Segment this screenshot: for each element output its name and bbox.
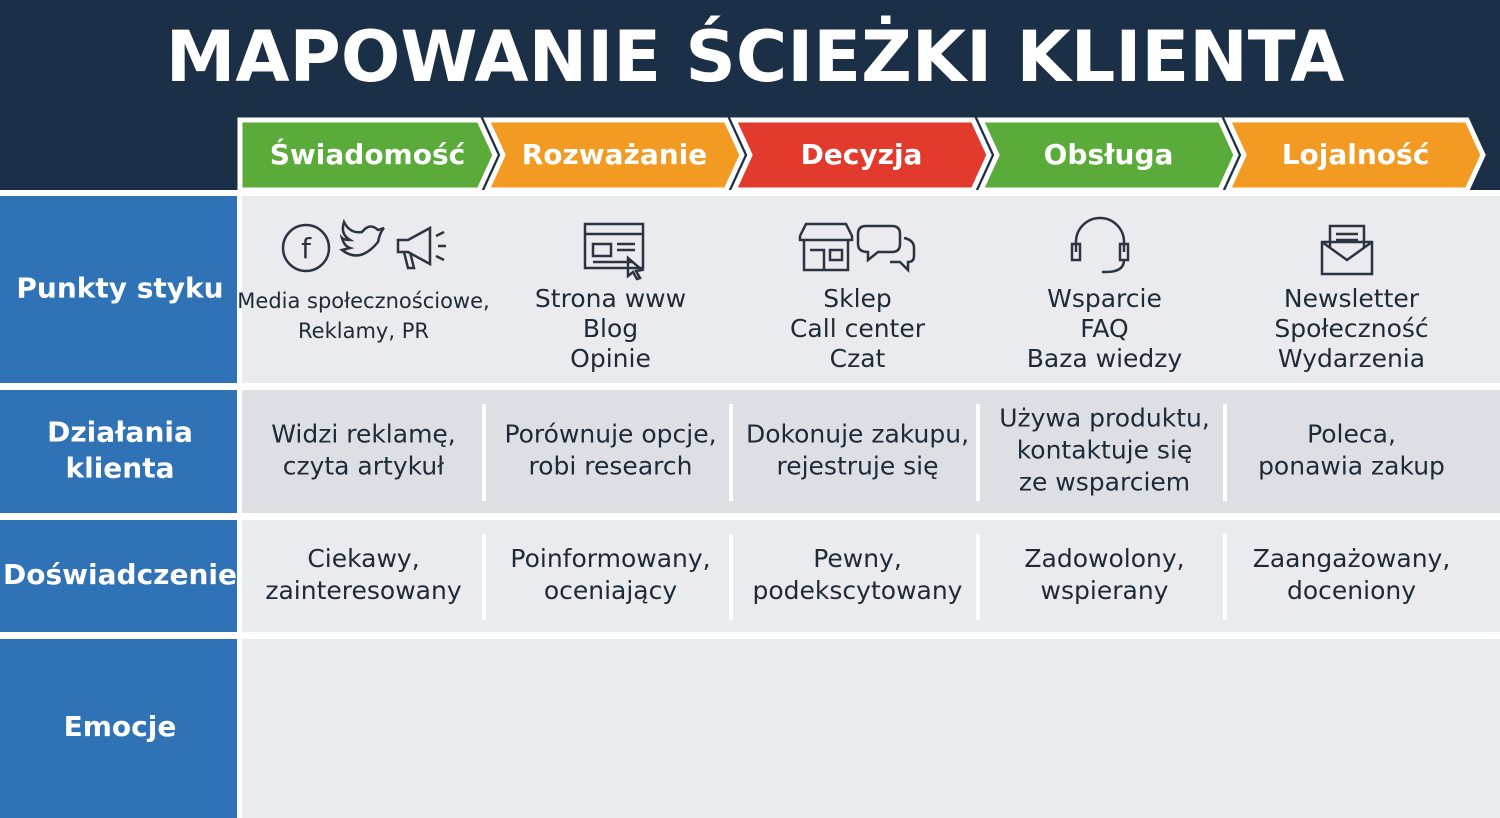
row-label: klienta (65, 452, 174, 485)
row-label: Punkty styku (16, 272, 223, 305)
icon-twitter (339, 218, 385, 257)
stage-arrow (730, 117, 992, 193)
cell-text: Call center (790, 314, 926, 343)
stage-label: Decyzja (801, 138, 923, 171)
cell-text: Zadowolony, (1024, 544, 1184, 573)
row-body (242, 390, 1500, 513)
stage-label: Lojalność (1282, 138, 1430, 171)
cell-text: Reklamy, PR (298, 319, 429, 343)
cell-text: zainteresowany (265, 576, 461, 605)
stage-arrow (483, 117, 745, 193)
cell-text: rejestruje się (776, 452, 938, 481)
cell-text: podekscytowany (753, 576, 963, 605)
cell-text: Wydarzenia (1278, 344, 1425, 373)
stage-arrow (1224, 117, 1486, 193)
cell-text: Sklep (823, 284, 892, 313)
cell-text: robi research (529, 452, 693, 481)
row-label-cell (0, 196, 237, 383)
cell-text: kontaktuje się (1017, 436, 1193, 465)
cell-text: Społeczność (1274, 314, 1428, 343)
cell-text: Dokonuje zakupu, (746, 420, 969, 449)
cell-text: Poleca, (1307, 420, 1396, 449)
cell-text: oceniający (544, 576, 678, 605)
stage-label: Obsługa (1044, 138, 1174, 171)
cell-text: Opinie (570, 344, 651, 373)
cell-text: Pewny, (813, 544, 902, 573)
icon-browser (583, 222, 645, 270)
stage-label: Rozważanie (522, 138, 708, 171)
cell-text: ze wsparciem (1019, 468, 1190, 497)
cell-text: Wsparcie (1047, 284, 1162, 313)
cell-text: wspierany (1041, 576, 1169, 605)
cell-text: Media społecznościowe, (237, 289, 489, 313)
cell-text: FAQ (1080, 314, 1128, 343)
cell-text: doceniony (1287, 576, 1416, 605)
cell-text: ponawia zakup (1258, 452, 1445, 481)
cell-text: Blog (583, 314, 638, 343)
row-body (242, 520, 1500, 632)
cell-text: Widzi reklamę, (271, 420, 456, 449)
row-label-cell (0, 639, 237, 818)
row-label: Działania (47, 416, 193, 449)
cell-text: Strona www (535, 284, 686, 313)
row-label: Emocje (64, 710, 177, 743)
cell-text: Używa produktu, (999, 404, 1210, 433)
cell-text: Porównuje opcje, (504, 420, 716, 449)
row-label-cell (0, 520, 237, 632)
cell-text: Ciekawy, (307, 544, 419, 573)
icon-store (798, 222, 854, 272)
row-label-cell (0, 390, 237, 513)
icon-facebook-f: f (301, 232, 312, 265)
row-label: Doświadczenie (3, 558, 237, 591)
icon-browser-lines (585, 232, 645, 281)
cell-text: Zaangażowany, (1253, 544, 1451, 573)
stage-label: Świadomość (270, 137, 465, 171)
cell-text: czyta artykuł (283, 452, 445, 481)
cell-text: Newsletter (1284, 284, 1420, 313)
row-body (242, 639, 1500, 818)
title: MAPOWANIE ŚCIEŻKI KLIENTA (166, 16, 1345, 98)
icon-chat (856, 224, 916, 274)
stage-arrow (977, 117, 1239, 193)
cell-text: Czat (830, 344, 886, 373)
cell-text: Baza wiedzy (1027, 344, 1183, 373)
icon-envelope (1320, 224, 1374, 276)
icon-megaphone (396, 225, 446, 270)
cell-text: Poinformowany, (510, 544, 710, 573)
stage-arrow (237, 117, 498, 193)
icon-headset (1070, 216, 1130, 274)
icon-facebook (281, 223, 331, 273)
